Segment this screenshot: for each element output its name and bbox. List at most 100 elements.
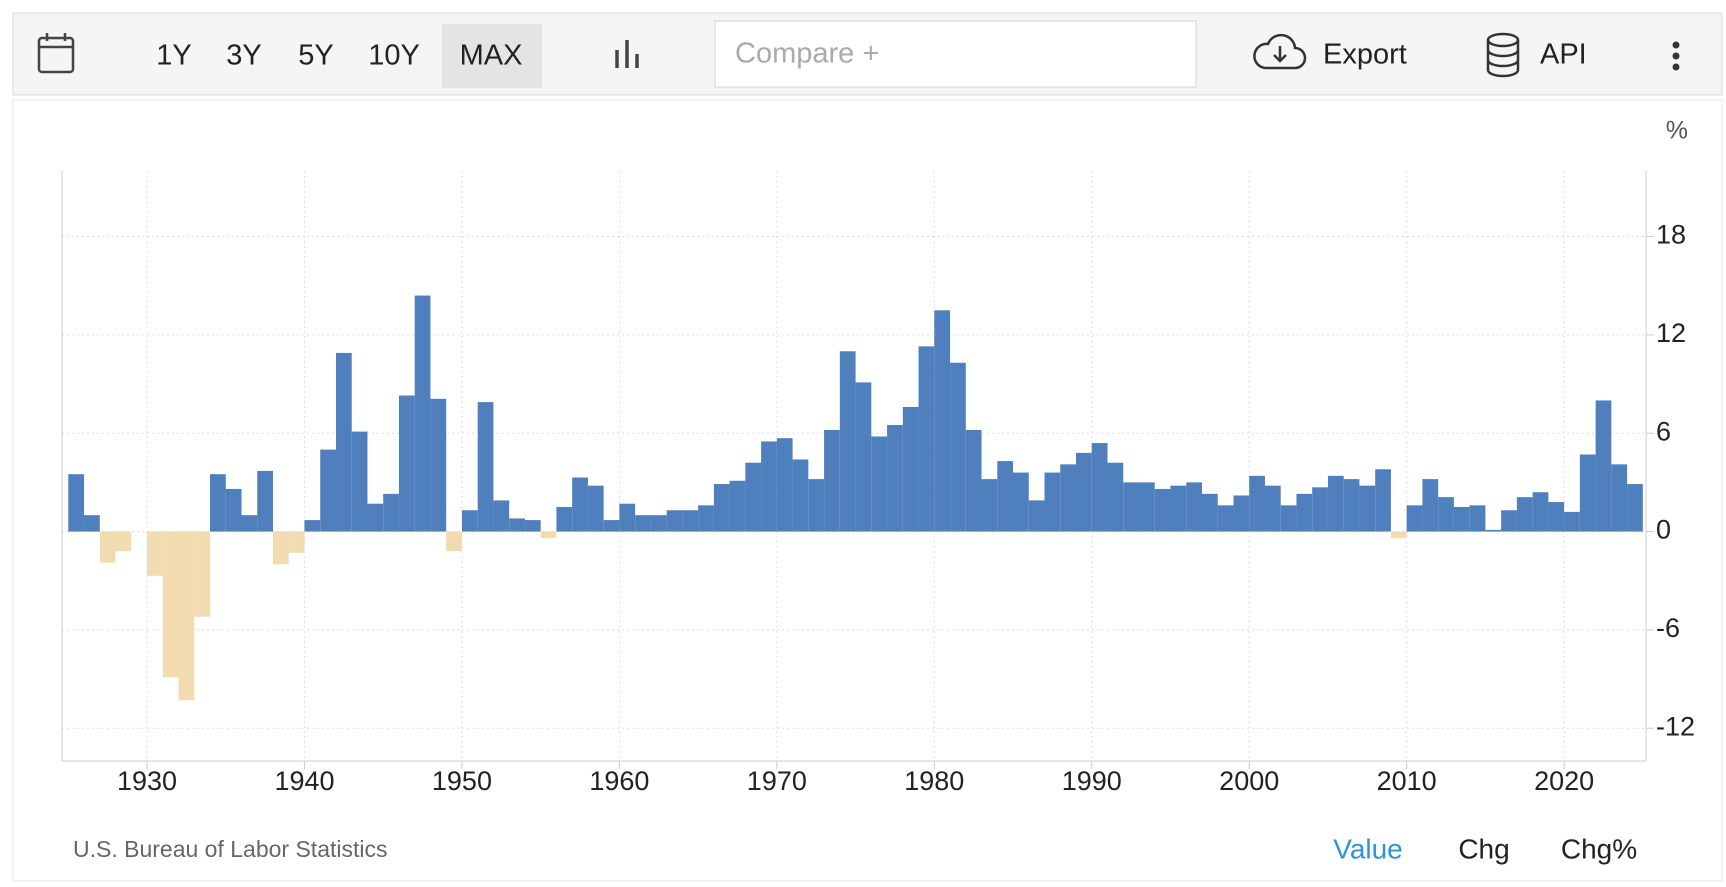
range-button[interactable]: 5Y [298,40,333,72]
bar [824,429,840,532]
bar [115,531,132,552]
bar [225,488,242,532]
bar [194,531,211,617]
mode-button[interactable]: Chg [1458,833,1509,864]
range-button[interactable]: 1Y [156,40,191,72]
range-button[interactable]: 10Y [368,40,420,72]
bar [1091,443,1108,532]
bar [1013,472,1029,532]
export-icon[interactable] [1253,33,1307,70]
bar [902,407,919,532]
bar [1170,485,1187,532]
bar [1201,493,1218,532]
x-tick-label: 2000 [1219,766,1279,796]
api-button[interactable]: API [1540,39,1587,71]
chart-type-icon[interactable] [615,40,639,68]
bar [1532,492,1549,532]
bar [761,441,777,532]
bar [68,474,85,532]
bar [1516,497,1533,532]
mode-button[interactable]: Chg% [1561,833,1637,864]
unit-label: % [1666,117,1688,145]
api-icon[interactable] [1486,32,1520,78]
bar [587,485,604,532]
bar [1469,505,1486,532]
bar [682,510,699,532]
bar [272,531,289,565]
bar [808,479,825,532]
range-button[interactable]: MAX [460,40,523,72]
calendar-icon[interactable] [37,33,75,74]
bar [1280,505,1297,532]
x-tick-label: 1970 [747,766,807,796]
bar [1485,529,1502,532]
bar [666,510,683,532]
bar [1249,475,1265,532]
bar [367,503,384,532]
bar [1264,485,1281,532]
bar [1123,482,1139,532]
bar [871,436,888,532]
mode-button[interactable]: Value [1333,833,1403,864]
bar [210,474,226,532]
bar [950,362,966,532]
bar [1343,479,1360,532]
bar [398,395,415,532]
x-tick-label: 2010 [1377,766,1437,796]
bar [288,531,305,553]
x-tick-label: 1940 [274,766,334,796]
bar [965,429,982,532]
bar [729,480,746,532]
bar [1422,479,1439,532]
bar [1138,482,1155,532]
compare-input[interactable] [714,20,1197,88]
bar [493,500,510,532]
more-menu[interactable] [1672,41,1680,71]
bar [792,459,809,532]
bar [839,351,856,532]
bar [162,531,179,678]
compare-placeholder[interactable]: Compare + [735,38,879,70]
bar [1375,469,1391,532]
bar [147,531,163,576]
bar [887,425,903,532]
y-tick-label: 6 [1656,416,1671,446]
bar [1060,464,1077,532]
bar [1579,454,1596,532]
export-button[interactable]: Export [1323,39,1407,71]
bar [1390,531,1407,539]
bar [619,503,636,532]
range-button[interactable]: 3Y [226,40,261,72]
bar [997,461,1014,532]
bar [776,438,793,532]
bar [383,493,399,532]
source-label: U.S. Bureau of Labor Statistics [73,836,388,862]
bar [540,531,557,539]
bar [241,515,258,532]
bar [1217,505,1234,532]
bar [335,352,352,532]
y-tick-label: 18 [1656,220,1686,250]
bar [99,531,116,563]
bar [981,479,998,532]
bar [1044,472,1061,532]
bar [1296,493,1313,532]
bar [430,398,447,532]
bar [635,515,651,532]
bar [1028,500,1045,532]
bar [1406,505,1423,532]
bar [1611,464,1628,532]
y-tick-label: -12 [1656,711,1695,741]
bar [934,310,951,532]
bar [477,402,494,532]
bar [855,382,872,532]
x-tick-label: 2020 [1534,766,1594,796]
bar [304,520,321,532]
bar [178,531,195,701]
x-tick-label: 1930 [117,766,177,796]
bar [1627,484,1643,532]
bar [414,295,431,532]
bar [524,520,541,532]
x-tick-label: 1960 [589,766,649,796]
